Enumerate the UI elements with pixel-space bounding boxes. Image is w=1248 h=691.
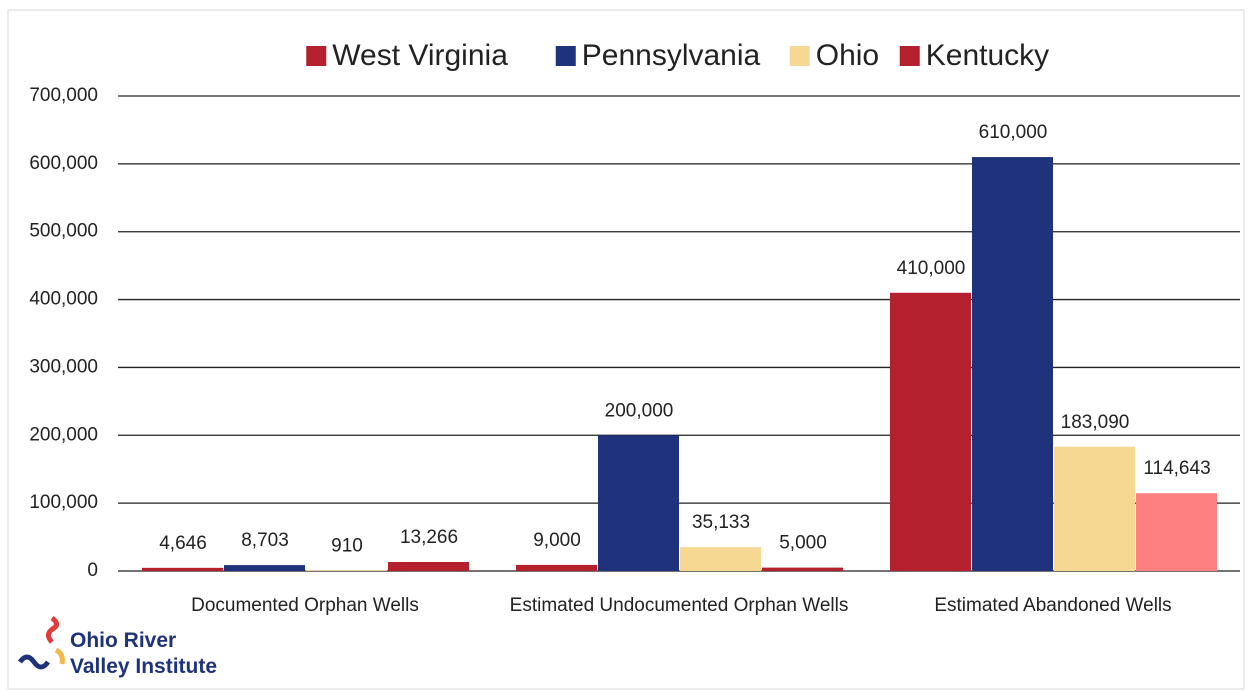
legend-label: West Virginia: [332, 39, 508, 72]
bar: [1136, 493, 1217, 571]
bar: [516, 564, 597, 571]
data-label: 5,000: [779, 533, 827, 554]
data-label: 8,703: [241, 530, 289, 551]
data-label: 9,000: [533, 530, 581, 551]
y-tick-label: 200,000: [29, 424, 98, 445]
data-label: 200,000: [605, 400, 674, 421]
y-tick-label: 500,000: [29, 221, 98, 242]
bar: [1054, 446, 1135, 571]
y-tick-label: 300,000: [29, 356, 98, 377]
legend-label: Kentucky: [926, 39, 1049, 72]
bar: [388, 561, 469, 571]
legend-swatch: [306, 46, 327, 66]
bar: [762, 567, 843, 571]
y-tick-label: 0: [87, 560, 98, 581]
legend-swatch: [555, 46, 576, 66]
data-label: 35,133: [692, 512, 750, 533]
x-tick-label: Estimated Undocumented Orphan Wells: [509, 595, 849, 616]
y-tick-label: 100,000: [29, 492, 98, 513]
logo-icon: [46, 616, 60, 644]
legend-swatch: [899, 46, 920, 66]
bar: [680, 547, 761, 571]
data-label: 114,643: [1143, 458, 1210, 479]
logo-line: Ohio River: [70, 629, 177, 652]
data-label: 4,646: [159, 533, 207, 554]
logo: Ohio River Valley Institute: [20, 628, 217, 680]
y-tick-label: 700,000: [29, 85, 98, 106]
bar: [306, 570, 387, 571]
legend-swatch: [789, 46, 810, 66]
x-tick-label: Documented Orphan Wells: [191, 595, 419, 616]
bar: [890, 292, 971, 571]
y-tick-label: 400,000: [29, 289, 98, 310]
x-tick-label: Estimated Abandoned Wells: [934, 595, 1172, 616]
y-tick-label: 600,000: [29, 153, 98, 174]
data-label: 183,090: [1061, 412, 1130, 433]
chart-frame: [7, 9, 1245, 690]
data-label: 910: [331, 535, 363, 556]
data-label: 610,000: [979, 122, 1048, 143]
bar: [598, 435, 679, 571]
bar: [224, 565, 305, 571]
legend-label: Ohio: [816, 39, 879, 72]
data-label: 13,266: [400, 527, 458, 548]
logo-icon: [54, 647, 65, 665]
bar: [142, 567, 223, 571]
data-label: 410,000: [897, 258, 966, 279]
bar: [972, 157, 1053, 572]
logo-icon: [17, 654, 51, 670]
legend-label: Pennsylvania: [582, 39, 761, 72]
logo-line: Valley Institute: [70, 655, 218, 678]
